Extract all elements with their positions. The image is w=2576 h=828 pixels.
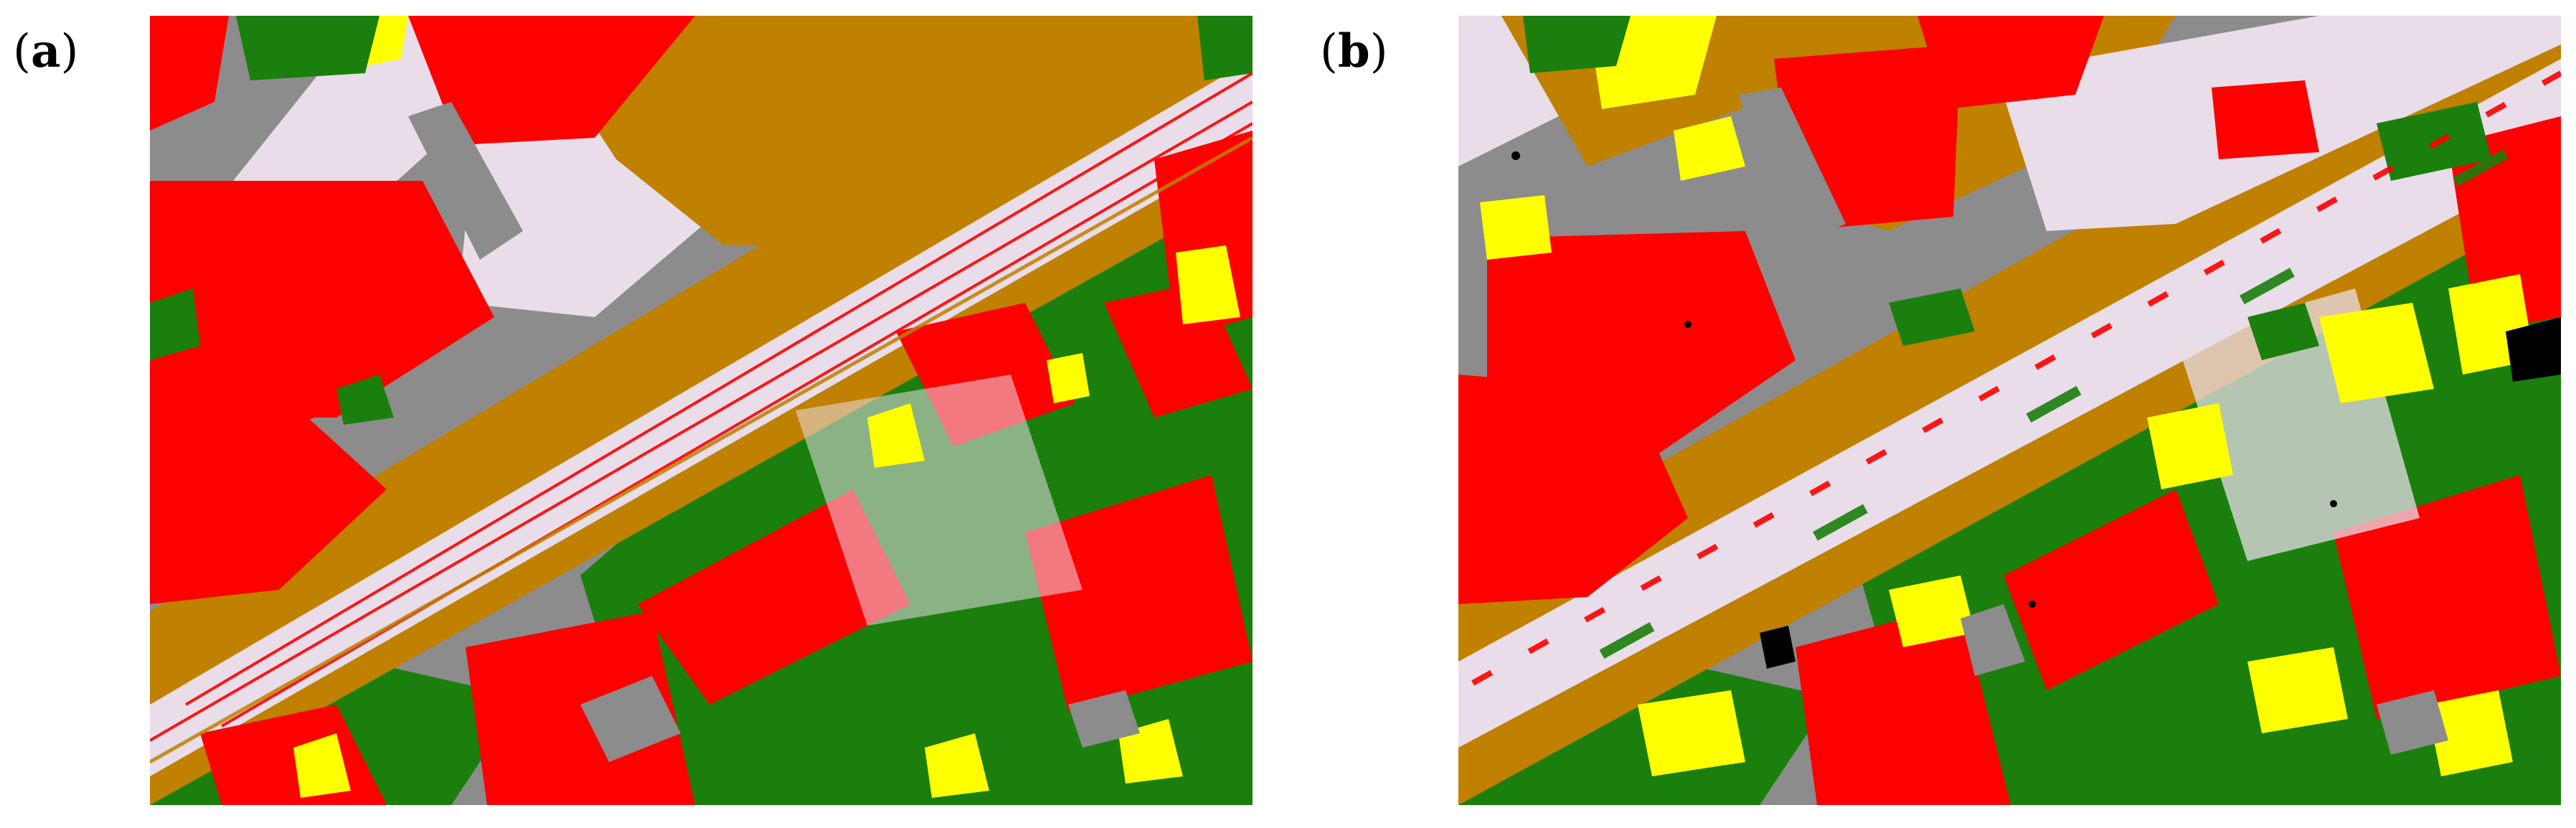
panel-b-label: (b)	[1320, 24, 1388, 78]
segmentation-map-a	[150, 16, 1252, 805]
segmentation-map-b-graphic	[1458, 16, 2561, 805]
segmentation-map-a-graphic	[150, 16, 1252, 805]
segmentation-map-b	[1458, 16, 2561, 805]
panel-a-label: (a)	[13, 24, 79, 78]
